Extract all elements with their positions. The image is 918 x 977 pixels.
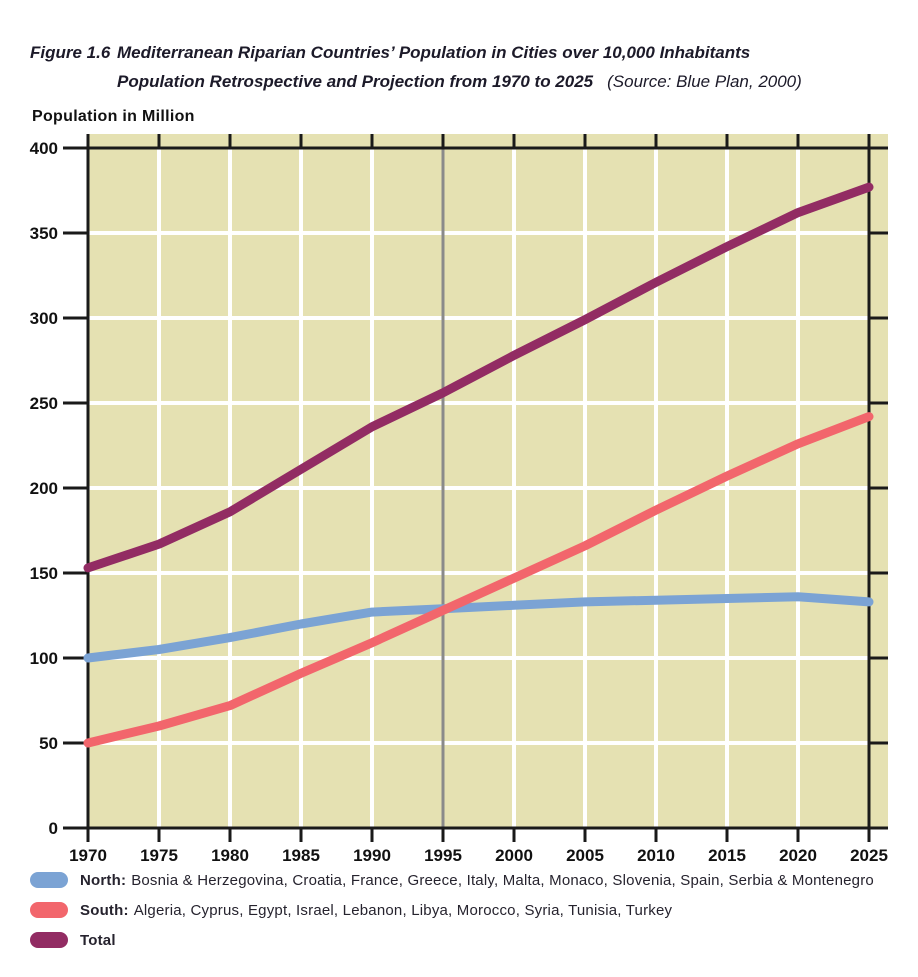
x-tick-label: 1975 — [140, 846, 178, 865]
y-tick-label: 0 — [49, 819, 58, 838]
south-series-swatch — [30, 902, 68, 918]
x-tick-label: 2005 — [566, 846, 604, 865]
figure-subtitle: Population Retrospective and Projection … — [117, 72, 594, 91]
figure-source: (Source: Blue Plan, 2000) — [607, 72, 802, 91]
y-tick-label: 350 — [30, 224, 58, 243]
y-tick-label: 100 — [30, 649, 58, 668]
legend: North: Bosnia & Herzegovina, Croatia, Fra… — [30, 871, 874, 949]
x-tick-label: 2025 — [850, 846, 888, 865]
figure-title-block: Figure 1.6 Mediterranean Riparian Countr… — [30, 42, 802, 93]
legend-item-south: South: Algeria, Cyprus, Egypt, Israel, Le… — [30, 901, 874, 919]
y-tick-label: 150 — [30, 564, 58, 583]
figure-title: Mediterranean Riparian Countries’ Popula… — [117, 43, 751, 62]
y-tick-label: 300 — [30, 309, 58, 328]
y-axis-title: Population in Million — [32, 108, 195, 125]
y-tick-label: 200 — [30, 479, 58, 498]
y-tick-label: 50 — [39, 734, 58, 753]
legend-item-total-text: Total — [80, 931, 116, 949]
y-tick-label: 250 — [30, 394, 58, 413]
title-line-1: Figure 1.6 Mediterranean Riparian Countr… — [30, 42, 802, 64]
plot-background — [88, 134, 888, 828]
x-tick-label: 2010 — [637, 846, 675, 865]
x-tick-label: 2020 — [779, 846, 817, 865]
legend-item-north-text: North: Bosnia & Herzegovina, Croatia, Fra… — [80, 871, 874, 889]
x-tick-label: 2000 — [495, 846, 533, 865]
series-line-south — [83, 412, 874, 748]
x-tick-label: 1970 — [69, 846, 107, 865]
x-tick-label: 1985 — [282, 846, 320, 865]
x-tick-label: 1980 — [211, 846, 249, 865]
y-tick-label: 400 — [30, 139, 58, 158]
x-tick-label: 1990 — [353, 846, 391, 865]
total-series-swatch — [30, 932, 68, 948]
series-line-north — [83, 592, 874, 663]
legend-item-total: Total — [30, 931, 874, 949]
x-tick-label: 1995 — [424, 846, 462, 865]
title-line-2: Population Retrospective and Projection … — [117, 71, 802, 93]
legend-item-north: North: Bosnia & Herzegovina, Croatia, Fra… — [30, 871, 874, 889]
north-series-swatch — [30, 872, 68, 888]
x-tick-label: 2015 — [708, 846, 746, 865]
figure-label: Figure 1.6 — [30, 43, 111, 62]
legend-item-south-text: South: Algeria, Cyprus, Egypt, Israel, Le… — [80, 901, 673, 919]
series-line-total — [83, 182, 874, 573]
